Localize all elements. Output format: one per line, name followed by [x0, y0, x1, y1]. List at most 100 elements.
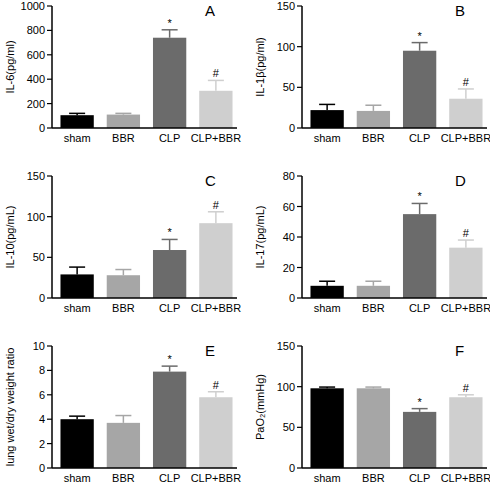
significance: *	[167, 353, 172, 365]
y-axis	[51, 176, 53, 298]
x-tick-label: BBR	[112, 132, 135, 144]
y-tick-label: 100	[277, 381, 295, 393]
x-tick-label: CLP+BBR	[441, 302, 490, 314]
significance: #	[463, 76, 470, 88]
error-bar	[162, 366, 178, 371]
error-cap	[69, 113, 85, 115]
error-line	[76, 267, 78, 274]
error-line	[373, 105, 375, 111]
x-tick-label: CLP	[159, 472, 180, 484]
error-cap	[458, 88, 474, 90]
panel-label: F	[455, 342, 464, 359]
error-line	[215, 212, 217, 223]
bar	[107, 275, 140, 298]
y-tick-label: 20	[283, 262, 295, 274]
x-axis	[52, 127, 237, 129]
error-line	[123, 416, 125, 423]
y-tick-label: 50	[283, 81, 295, 93]
error-bar	[162, 239, 178, 250]
y-axis	[51, 346, 53, 468]
y-axis	[301, 176, 303, 298]
y-tick-label: 50	[33, 251, 45, 263]
error-bar	[458, 240, 474, 248]
error-bar	[208, 392, 224, 397]
significance: *	[417, 396, 422, 408]
bar	[199, 91, 232, 128]
bar	[403, 214, 436, 298]
x-tick-label: BBR	[112, 472, 135, 484]
y-axis-label: lung wet/dry weight ratio	[4, 348, 16, 467]
error-bar	[69, 113, 85, 115]
bar	[199, 397, 232, 468]
significance: #	[213, 67, 220, 79]
y-tick-label: 6	[39, 389, 45, 401]
y-tick-label: 0	[39, 462, 45, 474]
x-axis	[302, 467, 487, 469]
y-tick-label: 60	[283, 201, 295, 213]
error-line	[169, 239, 171, 250]
y-tick-label: 100	[277, 41, 295, 53]
error-cap	[458, 239, 474, 241]
bar	[199, 223, 232, 298]
x-tick-label: CLP	[159, 132, 180, 144]
error-cap	[162, 239, 178, 241]
bar	[310, 110, 343, 128]
y-tick-label: 100	[27, 211, 45, 223]
bars	[60, 30, 232, 128]
error-cap	[365, 280, 381, 282]
error-line	[465, 89, 467, 99]
y-tick-label: 40	[283, 231, 295, 243]
figure: AIL-6(pg/ml)02004006008001000shamBBR*CLP…	[0, 0, 490, 500]
x-axis	[302, 297, 487, 299]
error-cap	[319, 386, 335, 388]
bar	[60, 115, 93, 128]
error-bar	[458, 395, 474, 397]
error-line	[419, 43, 421, 51]
y-axis	[301, 6, 303, 128]
error-bar	[365, 387, 381, 388]
bar	[107, 423, 140, 468]
error-line	[169, 366, 171, 371]
significance: *	[417, 30, 422, 42]
significance: *	[167, 226, 172, 238]
x-tick-label: CLP	[409, 472, 430, 484]
y-tick-label: 8	[39, 364, 45, 376]
panel: FPaO₂(mmHg)050100150shamBBR*CLP#CLP+BBR	[254, 340, 490, 484]
panel-label: D	[455, 172, 466, 189]
error-cap	[115, 269, 131, 271]
y-tick-label: 0	[39, 122, 45, 134]
error-line	[419, 203, 421, 214]
panel-label: C	[205, 172, 216, 189]
error-bar	[319, 104, 335, 110]
bar	[153, 250, 186, 298]
x-tick-label: CLP+BBR	[191, 472, 241, 484]
significance: #	[463, 227, 470, 239]
bar	[449, 397, 482, 468]
bar	[449, 99, 482, 128]
error-cap	[115, 113, 131, 115]
bars	[310, 43, 482, 128]
error-cap	[208, 391, 224, 393]
panel: DIL-17(pg/mL)020406080shamBBR*CLP#CLP+BB…	[254, 170, 490, 314]
x-tick-label: CLP	[409, 302, 430, 314]
bars	[60, 366, 232, 468]
bar	[60, 419, 93, 468]
error-bar	[162, 30, 178, 38]
x-tick-label: sham	[64, 132, 91, 144]
error-bar	[319, 387, 335, 388]
error-bar	[115, 270, 131, 276]
error-cap	[319, 280, 335, 282]
error-cap	[365, 104, 381, 106]
bars	[310, 387, 482, 468]
error-line	[326, 104, 328, 110]
x-tick-label: BBR	[362, 132, 385, 144]
error-bar	[69, 416, 85, 419]
x-tick-label: CLP+BBR	[441, 132, 490, 144]
error-cap	[69, 415, 85, 417]
bar	[403, 412, 436, 468]
y-tick-label: 0	[39, 292, 45, 304]
y-axis	[301, 346, 303, 468]
bar	[357, 111, 390, 128]
bar	[153, 38, 186, 128]
error-line	[215, 80, 217, 90]
